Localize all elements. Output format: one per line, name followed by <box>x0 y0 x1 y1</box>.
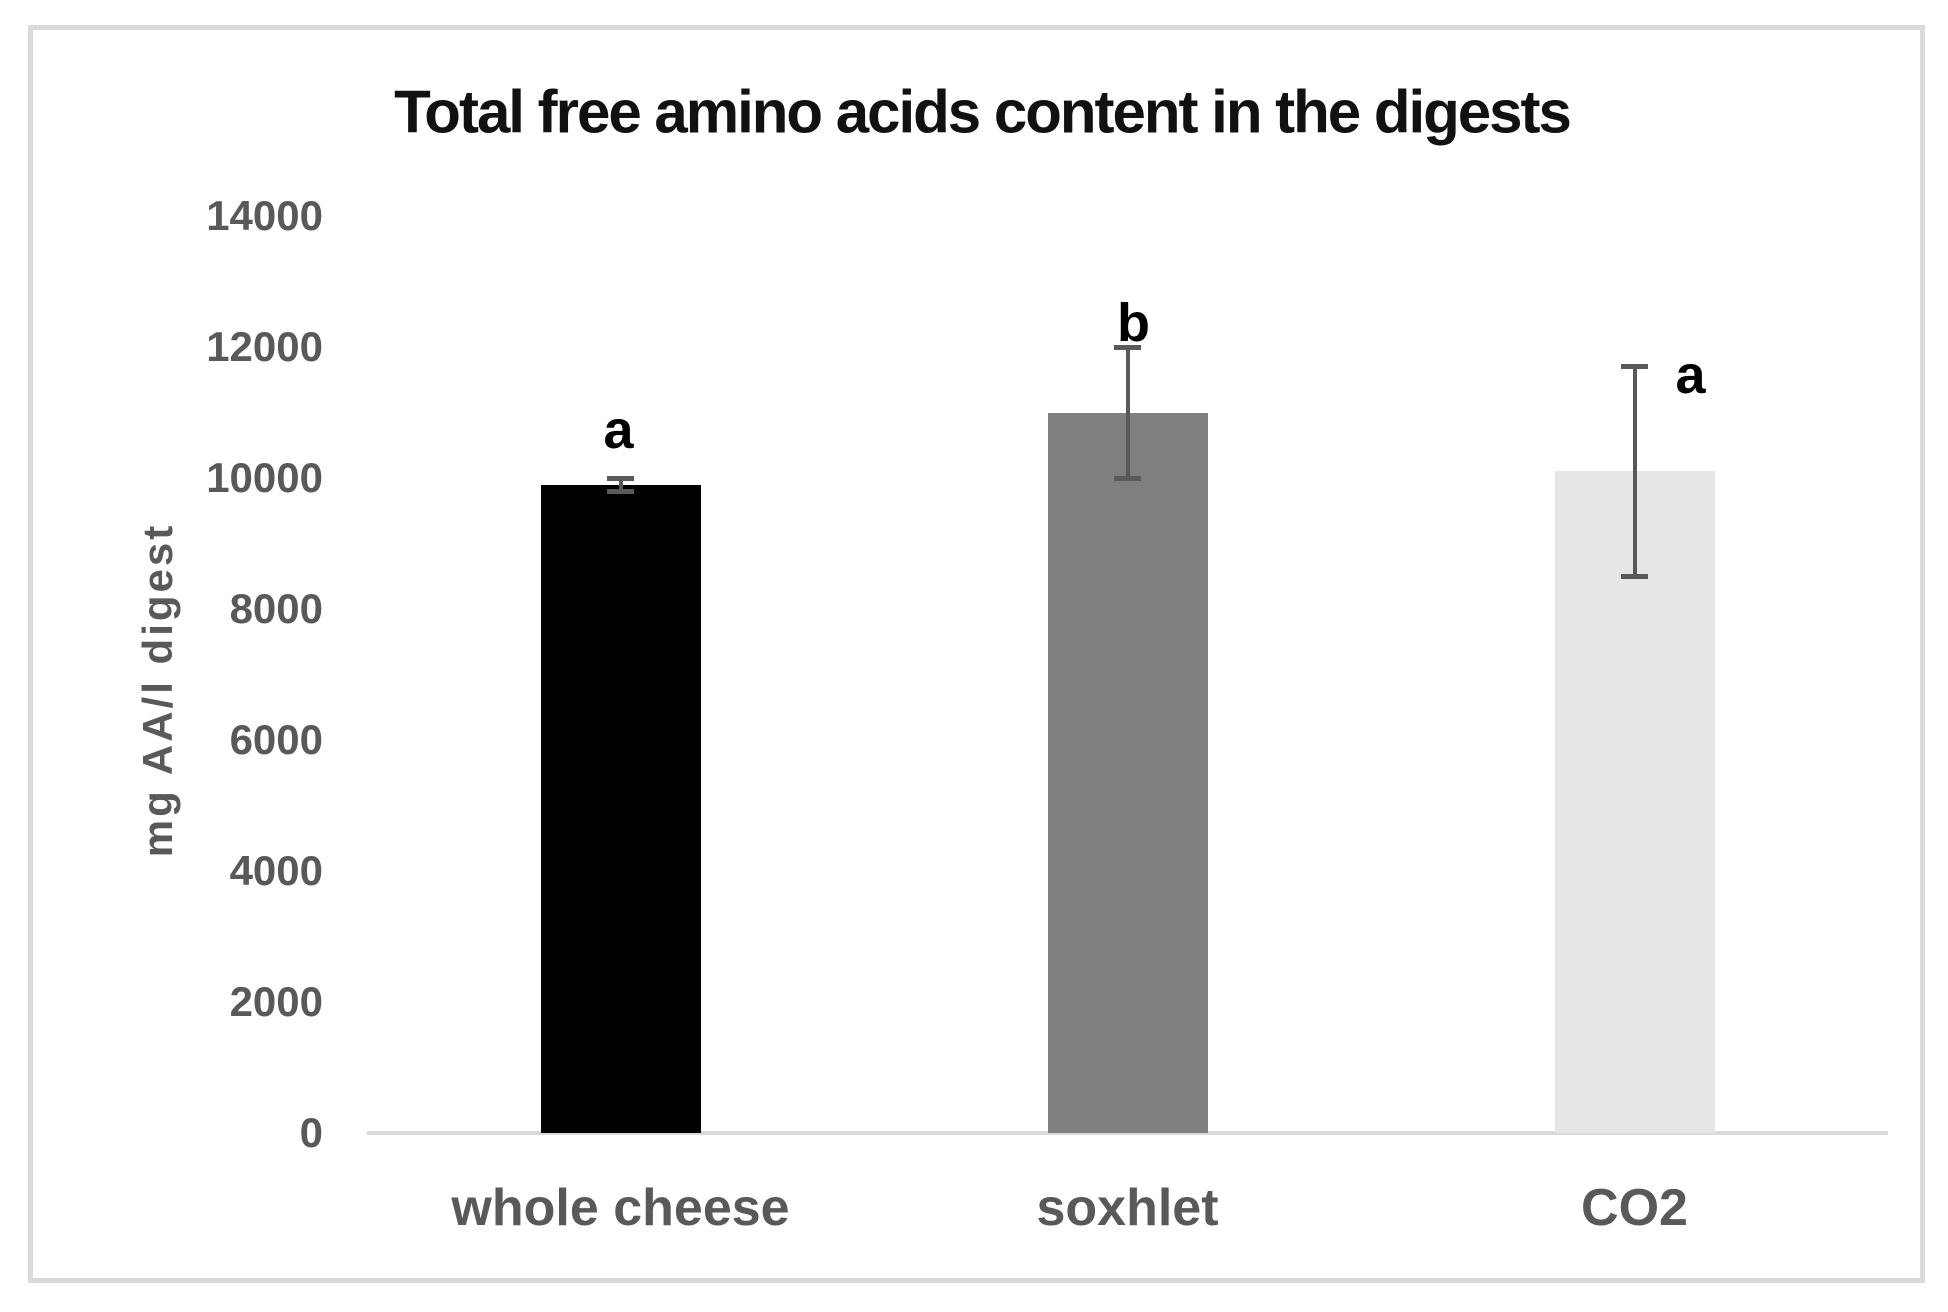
error-bar-cap-bottom-co2 <box>1621 573 1648 579</box>
error-bar-cap-bottom-soxhlet <box>1114 475 1141 481</box>
y-tick-label-4000: 4000 <box>229 847 323 894</box>
bar-co2 <box>1554 471 1715 1133</box>
bar-soxhlet <box>1047 412 1208 1133</box>
chart-title: Total free amino acids content in the di… <box>394 78 1572 146</box>
y-tick-label-6000: 6000 <box>229 716 323 763</box>
y-tick-label-10000: 10000 <box>206 454 323 501</box>
x-axis-label-co2: CO2 <box>1581 1179 1688 1237</box>
y-tick-label-8000: 8000 <box>229 585 323 632</box>
error-bar-whole-cheese <box>618 478 623 492</box>
error-bar-co2 <box>1632 366 1637 577</box>
error-bar-cap-top-soxhlet <box>1114 344 1141 350</box>
significance-letter-co2: a <box>1675 344 1706 405</box>
y-tick-label-12000: 12000 <box>206 323 323 370</box>
error-bar-cap-bottom-whole-cheese <box>607 488 634 494</box>
significance-letter-soxhlet: b <box>1117 293 1150 353</box>
error-bar-cap-top-whole-cheese <box>607 475 634 481</box>
x-axis-line <box>367 1131 1888 1135</box>
bar-whole-cheese <box>540 484 701 1133</box>
y-tick-label-14000: 14000 <box>206 192 323 239</box>
x-axis-label-soxhlet: soxhlet <box>1036 1179 1219 1237</box>
y-tick-label-2000: 2000 <box>229 978 323 1025</box>
x-axis-label-whole-cheese: whole cheese <box>451 1179 790 1237</box>
y-axis-title: mg AA/l digest <box>134 522 181 858</box>
significance-letter-whole-cheese: a <box>603 400 634 460</box>
error-bar-soxhlet <box>1125 347 1130 478</box>
y-tick-label-0: 0 <box>299 1109 323 1156</box>
error-bar-cap-top-co2 <box>1621 364 1648 370</box>
